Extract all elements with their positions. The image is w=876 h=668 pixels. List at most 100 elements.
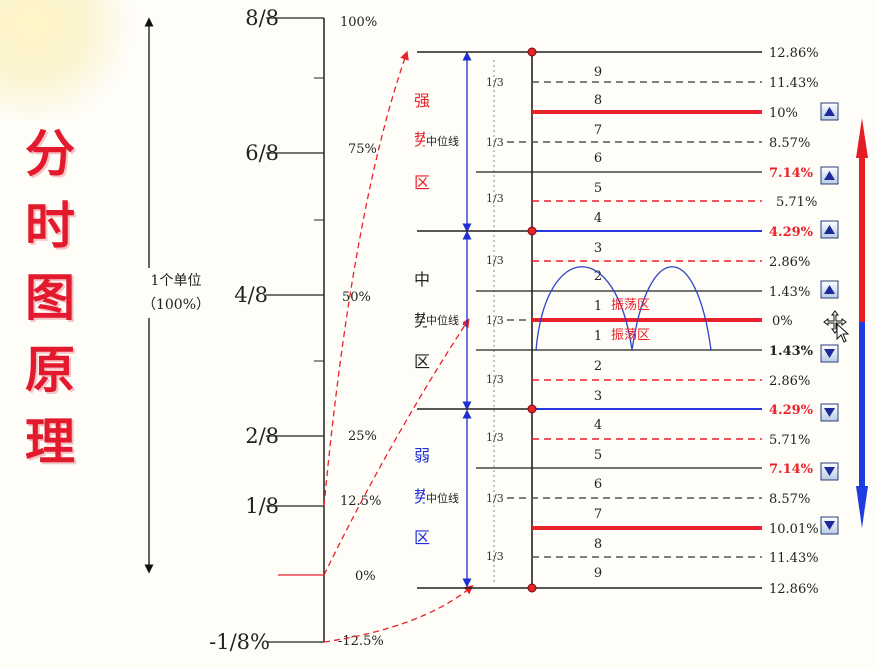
- level-number: 7: [594, 507, 602, 522]
- unit-label-bg: [118, 268, 218, 318]
- third-label: 1/3: [486, 254, 504, 267]
- trend-arrow-up-head: [856, 118, 868, 158]
- up-button[interactable]: [820, 166, 839, 185]
- percent-label: 10%: [769, 106, 798, 121]
- up-arrow-button-icon: [824, 107, 835, 116]
- unit-pct-label: （100%）: [142, 297, 210, 313]
- percent-label: 11.43%: [769, 551, 819, 566]
- trend-arrow-down-shaft: [859, 322, 865, 488]
- third-label: 1/3: [486, 314, 504, 327]
- title-char: 分: [25, 125, 75, 183]
- percent-label: 11.43%: [769, 76, 819, 91]
- scale-label: 6/8: [245, 141, 279, 165]
- up-button[interactable]: [820, 220, 839, 239]
- zone-middle-char: 区: [414, 352, 430, 371]
- level-number: 4: [594, 418, 602, 433]
- percent-label: 2.86%: [769, 374, 810, 389]
- diagram-title: 分 时 图 原 理: [18, 118, 82, 478]
- third-label: 1/3: [486, 373, 504, 386]
- zone-weak-char: 弱: [414, 446, 430, 465]
- trend-arrow: [856, 118, 868, 528]
- third-label: 1/3: [486, 431, 504, 444]
- midline-label: 中位线: [426, 313, 459, 327]
- title-char: 理: [25, 413, 75, 471]
- level-number: 2: [594, 269, 602, 284]
- scale-label: -1/8%: [209, 630, 270, 654]
- scale-pct: 75%: [348, 142, 377, 157]
- level-number: 1: [594, 329, 602, 344]
- up-button[interactable]: [820, 102, 839, 121]
- level-number: 8: [594, 93, 602, 108]
- third-label: 1/3: [486, 550, 504, 563]
- trend-arrow-down-head: [856, 486, 868, 528]
- scale-pct: 12.5%: [340, 494, 381, 509]
- level-numbers: 9 8 7 6 5 4 3 2 1 1 2 3 4 5 6 7 8 9: [594, 65, 602, 581]
- down-button[interactable]: [820, 344, 839, 363]
- percent-label: 7.14%: [769, 166, 814, 181]
- down-arrow-button-icon: [824, 408, 835, 417]
- background-glow: [0, 0, 140, 120]
- midline-labels: 中位线 中位线 中位线: [425, 133, 463, 505]
- level-number: 9: [594, 566, 602, 581]
- down-button[interactable]: [820, 462, 839, 481]
- midline-label-bg: [425, 312, 463, 326]
- level-number: 3: [594, 389, 602, 404]
- percent-label: 1.43%: [769, 344, 814, 359]
- level-number: 4: [594, 211, 602, 226]
- midline-label: 中位线: [426, 134, 459, 148]
- zone-weak-char: 区: [414, 528, 430, 547]
- oscillation-label: 振荡区: [611, 298, 650, 313]
- level-number: 6: [594, 151, 602, 166]
- trend-arrow-up-shaft: [859, 156, 865, 322]
- scale-label: 4/8: [234, 283, 268, 307]
- scale-pct: 0%: [355, 569, 376, 584]
- percent-label: 2.86%: [769, 255, 810, 270]
- scale-label: 8/8: [245, 6, 279, 30]
- third-label: 1/3: [486, 76, 504, 89]
- level-number: 5: [594, 448, 602, 463]
- level-lines: [417, 51, 762, 589]
- unit-label: 1个单位: [151, 273, 202, 289]
- level-number: 2: [594, 359, 602, 374]
- percent-label: 8.57%: [769, 136, 810, 151]
- mapping-curve-middle: [323, 318, 470, 576]
- axis-dot: [527, 404, 537, 414]
- down-button[interactable]: [820, 516, 839, 535]
- third-label: 1/3: [486, 192, 504, 205]
- percent-labels: 12.86% 11.43% 10% 8.57% 7.14% 5.71% 4.29…: [769, 46, 819, 597]
- midline-label-bg: [425, 490, 463, 504]
- level-number: 7: [594, 123, 602, 138]
- axis-markers: [527, 47, 537, 593]
- level-number: 6: [594, 477, 602, 492]
- zone-middle-char: 中: [414, 270, 430, 289]
- level-number: 5: [594, 181, 602, 196]
- title-char: 图: [25, 269, 75, 327]
- move-cursor-icon: [823, 310, 850, 343]
- down-arrow-button-icon: [824, 349, 835, 358]
- percent-label: 7.14%: [769, 462, 814, 477]
- level-number: 3: [594, 241, 602, 256]
- percent-label: 1.43%: [769, 285, 810, 300]
- percent-label: 12.86%: [769, 582, 819, 597]
- level-number: 8: [594, 537, 602, 552]
- scale-pct: 25%: [348, 429, 377, 444]
- level-number: 9: [594, 65, 602, 80]
- zone-strong-char: 强: [414, 91, 430, 110]
- percent-label: 4.29%: [769, 403, 814, 418]
- zone-strong-char: 区: [414, 173, 430, 192]
- scale-pct: 50%: [342, 290, 371, 305]
- midline-label-bg: [425, 133, 463, 147]
- mapping-curve-strong: [323, 50, 409, 507]
- axis-dot: [527, 47, 537, 57]
- left-scale: 8/8 6/8 4/8 2/8 1/8 -1/8% 100% 75% 50% 2…: [118, 6, 474, 654]
- down-arrow-button-icon: [824, 467, 835, 476]
- down-arrow-button-icon: [824, 521, 835, 530]
- up-button[interactable]: [820, 280, 839, 299]
- down-button[interactable]: [820, 403, 839, 422]
- percent-label: 0%: [772, 314, 793, 329]
- percent-label: 8.57%: [769, 492, 810, 507]
- percent-label: 12.86%: [769, 46, 819, 61]
- up-arrow-button-icon: [824, 225, 835, 234]
- axis-dot: [527, 226, 537, 236]
- percent-label: 5.71%: [769, 433, 810, 448]
